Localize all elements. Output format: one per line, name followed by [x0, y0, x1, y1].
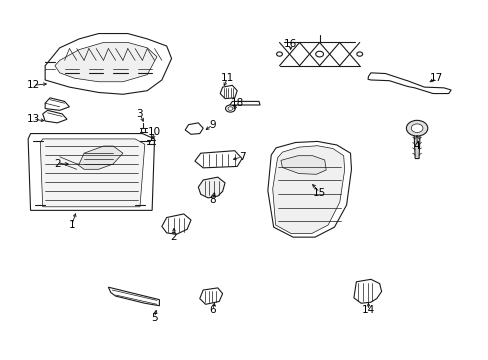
- Polygon shape: [28, 134, 154, 210]
- Polygon shape: [220, 85, 237, 99]
- Text: 13: 13: [26, 114, 40, 124]
- Polygon shape: [40, 139, 144, 207]
- Polygon shape: [353, 279, 381, 303]
- Polygon shape: [281, 156, 325, 174]
- Polygon shape: [77, 146, 122, 169]
- Circle shape: [225, 105, 235, 112]
- Text: 11: 11: [221, 73, 234, 83]
- Text: 1: 1: [68, 220, 75, 230]
- Polygon shape: [413, 134, 419, 158]
- Circle shape: [227, 107, 232, 111]
- Circle shape: [276, 52, 282, 56]
- Text: 18: 18: [230, 98, 244, 108]
- Polygon shape: [228, 102, 260, 111]
- Polygon shape: [200, 288, 222, 304]
- Polygon shape: [185, 123, 203, 134]
- Text: 2: 2: [170, 232, 177, 242]
- Circle shape: [356, 52, 362, 56]
- Text: 7: 7: [238, 152, 245, 162]
- Polygon shape: [367, 73, 450, 94]
- Polygon shape: [267, 141, 351, 237]
- Circle shape: [406, 120, 427, 136]
- Text: 16: 16: [284, 39, 297, 49]
- Text: 14: 14: [361, 305, 374, 315]
- Text: 6: 6: [209, 305, 216, 315]
- Text: 3: 3: [136, 109, 143, 119]
- Text: 2: 2: [54, 159, 61, 169]
- Polygon shape: [198, 177, 224, 198]
- Circle shape: [315, 51, 323, 57]
- Polygon shape: [162, 214, 191, 234]
- Circle shape: [410, 124, 422, 132]
- Text: 5: 5: [151, 312, 158, 323]
- Text: 10: 10: [148, 127, 161, 137]
- Text: 17: 17: [429, 73, 442, 83]
- Text: 4: 4: [413, 141, 420, 151]
- Polygon shape: [108, 287, 159, 306]
- Text: 15: 15: [313, 188, 326, 198]
- Text: 8: 8: [209, 195, 216, 204]
- Polygon shape: [45, 98, 69, 111]
- Polygon shape: [272, 146, 344, 234]
- Polygon shape: [52, 153, 86, 173]
- Polygon shape: [55, 42, 157, 82]
- Text: 12: 12: [26, 80, 40, 90]
- Polygon shape: [42, 111, 67, 123]
- Polygon shape: [45, 33, 171, 94]
- Text: 9: 9: [209, 120, 216, 130]
- Polygon shape: [195, 151, 242, 168]
